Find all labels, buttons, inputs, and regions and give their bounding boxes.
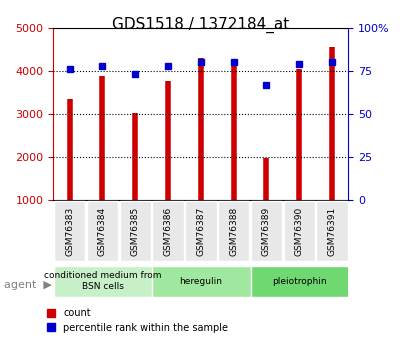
Text: GSM76388: GSM76388 xyxy=(229,207,238,256)
Text: GSM76389: GSM76389 xyxy=(261,207,270,256)
Text: GSM76383: GSM76383 xyxy=(65,207,74,256)
FancyBboxPatch shape xyxy=(119,201,151,261)
FancyBboxPatch shape xyxy=(152,201,183,261)
Text: GSM76384: GSM76384 xyxy=(98,207,107,256)
Text: GSM76391: GSM76391 xyxy=(327,207,336,256)
FancyBboxPatch shape xyxy=(54,201,85,261)
Text: GSM76386: GSM76386 xyxy=(163,207,172,256)
Text: agent  ▶: agent ▶ xyxy=(4,280,52,289)
FancyBboxPatch shape xyxy=(87,201,118,261)
Text: GSM76390: GSM76390 xyxy=(294,207,303,256)
FancyBboxPatch shape xyxy=(316,201,347,261)
FancyBboxPatch shape xyxy=(250,266,378,297)
Text: conditioned medium from
BSN cells: conditioned medium from BSN cells xyxy=(44,272,161,291)
FancyBboxPatch shape xyxy=(250,201,281,261)
Text: GDS1518 / 1372184_at: GDS1518 / 1372184_at xyxy=(112,17,289,33)
FancyBboxPatch shape xyxy=(218,201,249,261)
FancyBboxPatch shape xyxy=(54,266,182,297)
Text: GSM76387: GSM76387 xyxy=(196,207,205,256)
Text: pleiotrophin: pleiotrophin xyxy=(271,277,326,286)
FancyBboxPatch shape xyxy=(152,266,280,297)
FancyBboxPatch shape xyxy=(185,201,216,261)
Legend: count, percentile rank within the sample: count, percentile rank within the sample xyxy=(46,308,228,333)
Text: heregulin: heregulin xyxy=(179,277,222,286)
FancyBboxPatch shape xyxy=(283,201,314,261)
Text: GSM76385: GSM76385 xyxy=(130,207,139,256)
